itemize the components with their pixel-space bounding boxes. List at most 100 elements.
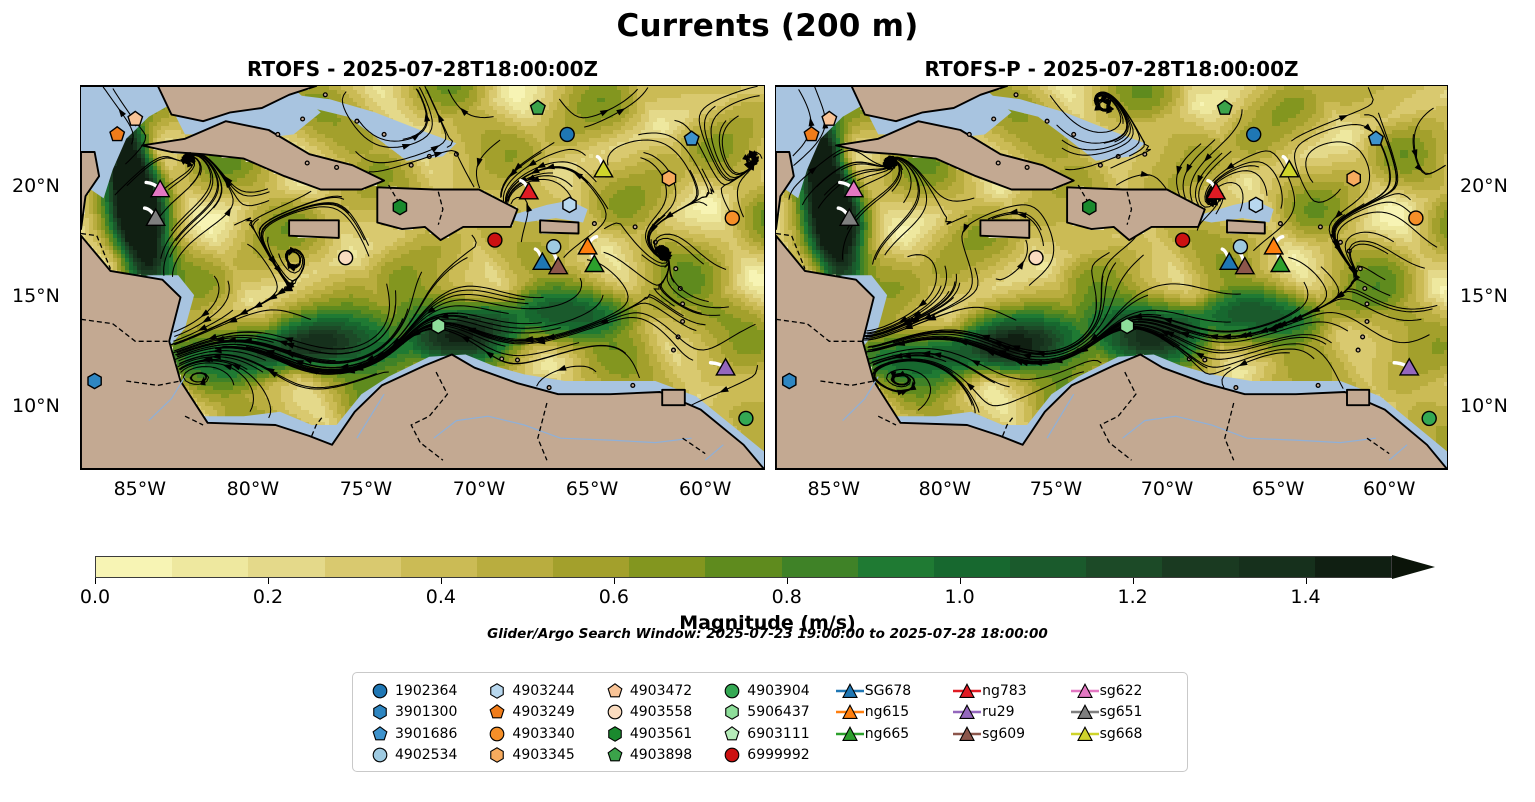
marker-sg668[interactable] [593,159,614,178]
marker-4903558[interactable] [337,249,354,266]
legend-item[interactable]: 4903904 [717,680,834,702]
marker-SG678[interactable] [531,251,553,270]
marker-3901300[interactable] [781,372,797,390]
legend-item[interactable]: 4903244 [482,680,599,702]
y-tick [1447,121,1448,122]
legend-marker-hexagon-icon [482,681,512,701]
legend-marker-track-icon [835,681,865,701]
marker-ng615[interactable] [1263,236,1285,255]
marker-sg651[interactable] [145,207,167,226]
marker-ng615[interactable] [577,236,598,255]
marker-ru29[interactable] [715,357,736,376]
legend[interactable]: 1902364 3901300 3901686 4902534 4903244 49032… [352,672,1188,772]
marker-4903561[interactable] [1082,198,1097,216]
y-tick [1447,187,1448,188]
marker-3901686[interactable] [683,130,700,146]
current-streamlines [788,86,1446,414]
marker-sg622[interactable] [149,179,171,198]
platform-markers[interactable] [87,99,754,427]
marker-4903558[interactable] [1028,249,1044,266]
marker-4903244[interactable] [1248,196,1264,214]
marker-4903340[interactable] [1408,210,1424,226]
colorbar-band-7 [629,557,706,577]
legend-item[interactable]: 4903561 [600,723,717,745]
marker-4903898[interactable] [529,99,546,115]
marker-4903244[interactable] [562,196,577,214]
legend-item[interactable]: 5906437 [717,702,834,724]
legend-label: sg622 [1100,683,1143,699]
marker-ng665[interactable] [1269,253,1291,273]
marker-SG678[interactable] [1218,251,1240,270]
legend-item[interactable]: sg651 [1070,702,1187,724]
marker-5906437[interactable] [1119,317,1135,335]
x-tick [253,469,254,470]
marker-sg609[interactable] [1234,256,1256,275]
marker-4903898[interactable] [1216,99,1233,115]
legend-marker-circle-icon [717,681,747,701]
x-tick [298,469,299,470]
legend-label: sg651 [1100,704,1143,720]
marker-4903904[interactable] [1421,410,1437,427]
marker-sg668[interactable] [1278,159,1300,178]
marker-6999992[interactable] [487,232,503,248]
legend-item[interactable]: 4903472 [600,680,717,702]
legend-item[interactable]: ng615 [835,702,952,724]
legend-item[interactable]: 3901300 [365,702,482,724]
legend-item[interactable]: 6903111 [717,723,834,745]
marker-4903904[interactable] [738,410,754,427]
legend-item[interactable]: sg668 [1070,723,1187,745]
legend-item[interactable]: 4903340 [482,723,599,745]
marker-sg622[interactable] [843,179,865,198]
legend-item[interactable]: 4903249 [482,702,599,724]
legend-item[interactable]: 4903898 [600,745,717,767]
legend-item[interactable]: sg622 [1070,680,1187,702]
legend-item[interactable]: 6999992 [717,745,834,767]
marker-4903249[interactable] [803,125,820,142]
platform-markers[interactable] [781,99,1437,427]
marker-4903561[interactable] [392,198,408,216]
legend-item[interactable]: 4903558 [600,702,717,724]
legend-label: ng783 [982,683,1026,699]
legend-item[interactable]: 4902534 [365,745,482,767]
x-tick [1412,469,1413,470]
legend-item[interactable]: 4903345 [482,745,599,767]
legend-item[interactable]: ng783 [952,680,1069,702]
x-tick [750,469,751,470]
legend-marker-pentagon-icon [482,702,512,722]
marker-4903340[interactable] [724,210,740,226]
marker-1902364[interactable] [1246,126,1262,143]
x-tick [117,469,118,470]
marker-6999992[interactable] [1174,232,1191,248]
marker-4903249[interactable] [109,125,126,142]
marker-4903345[interactable] [1346,169,1361,187]
legend-item[interactable]: ng665 [835,723,952,745]
legend-item[interactable]: 3901686 [365,723,482,745]
map-panel-rtofs[interactable] [80,85,765,470]
legend-item[interactable]: ru29 [952,702,1069,724]
marker-ng783[interactable] [518,181,540,200]
marker-4902534[interactable] [546,238,562,255]
legend-item[interactable]: sg609 [952,723,1069,745]
legend-label: ng665 [865,726,909,742]
marker-sg651[interactable] [838,207,860,226]
marker-3901686[interactable] [1367,130,1384,146]
marker-5906437[interactable] [431,317,446,335]
marker-ng665[interactable] [583,253,605,273]
marker-1902364[interactable] [559,126,575,143]
y-tick [80,319,81,320]
marker-ru29[interactable] [1398,357,1420,376]
marker-4903472[interactable] [127,110,144,126]
legend-item[interactable]: SG678 [835,680,952,702]
marker-sg609[interactable] [547,256,569,275]
rivers [842,376,1408,461]
marker-ng783[interactable] [1205,181,1227,200]
marker-4902534[interactable] [1232,238,1249,255]
marker-4903345[interactable] [661,169,677,187]
map-panel-rtofs-p[interactable] [775,85,1448,470]
marker-3901300[interactable] [87,372,102,390]
legend-label: 1902364 [395,683,457,699]
marker-4903472[interactable] [821,110,838,126]
x-tick [660,469,661,470]
legend-item[interactable]: 1902364 [365,680,482,702]
legend-marker-circle-icon [482,724,512,744]
